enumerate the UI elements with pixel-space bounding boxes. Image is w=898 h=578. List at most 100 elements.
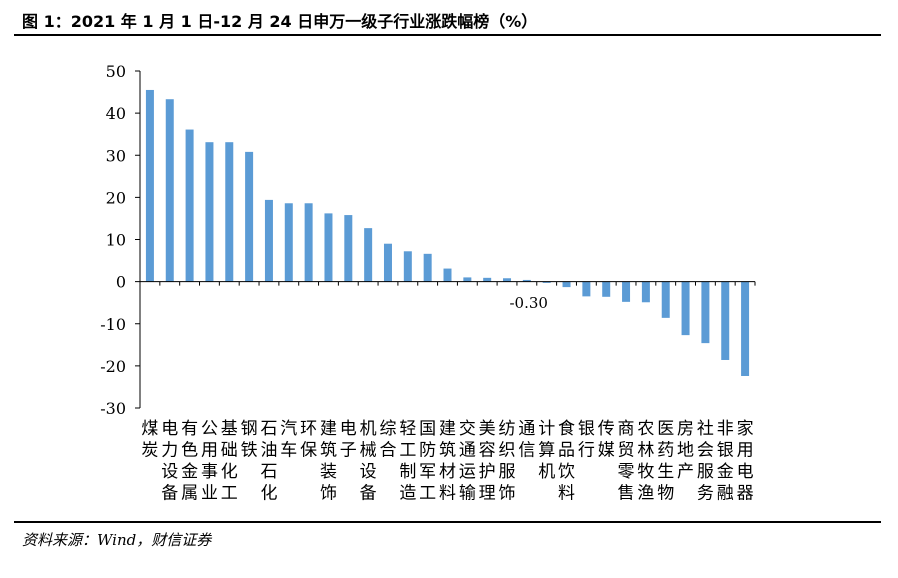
bar [582,281,591,297]
data-label: -0.30 [509,294,547,312]
x-tick-label-char: 国 [419,419,436,439]
bar [542,281,551,283]
x-tick-label-char: 子 [340,441,357,461]
x-tick-label-char: 传 [598,419,615,439]
x-tick-label-char: 础 [221,441,238,461]
x-tick-label-char: 美 [479,419,496,439]
x-tick-label-char: 保 [300,441,317,461]
x-tick-label-char: 容 [479,441,496,461]
x-axis [139,281,756,286]
x-tick-label-char: 用 [737,441,754,461]
x-tick-label: 钢铁 [241,419,258,461]
x-tick-label-char: 铁 [241,441,258,461]
x-tick-label-char: 设 [161,462,178,482]
x-tick-label: 汽车 [280,419,297,461]
bar [463,277,472,282]
x-tick-label-char: 电 [340,419,357,439]
bar [641,281,650,303]
x-tick-label-char: 物 [657,484,674,504]
x-tick-label-char: 色 [181,441,198,461]
bar [403,251,412,282]
x-tick-label-char: 公 [201,419,218,439]
bar [681,281,690,336]
x-tick-label-char: 车 [280,441,297,461]
x-tick-label-char: 装 [320,462,337,482]
x-tick-label-char: 产 [677,462,694,482]
source-note: 资料来源：Wind，财信证券 [22,531,212,549]
x-tick-label-char: 饮 [558,462,575,482]
x-tick-label-char: 建 [320,419,337,439]
x-tick-label-char: 银 [578,419,595,439]
x-tick-label-char: 牧 [637,462,654,482]
x-tick-label-char: 备 [360,484,377,504]
x-tick-label-char: 织 [499,441,516,461]
x-tick-label-char: 会 [697,441,714,461]
bar [741,281,750,376]
bar [701,281,710,344]
x-tick-label-char: 石 [260,419,277,439]
x-tick-label-char: 服 [499,462,516,482]
x-tick-label-char: 行 [578,441,595,461]
x-tick-label-char: 石 [260,462,277,482]
x-tick-label-char: 药 [657,441,674,461]
y-tick-label: 40 [106,104,126,123]
x-tick-label-char: 输 [459,484,476,504]
bar [383,243,392,282]
x-tick-label-char: 械 [360,441,377,461]
x-tick-label-char: 商 [618,419,635,439]
x-tick-label-char: 制 [399,462,416,482]
x-tick-label: 煤炭 [141,419,158,461]
bar [661,281,670,318]
x-tick-label-char: 化 [221,462,238,482]
x-tick-label-char: 渔 [637,484,654,504]
x-tick-label-char: 纺 [499,419,516,439]
x-tick-label-char: 食 [558,419,575,439]
x-tick-label-char: 合 [379,441,396,461]
x-tick-label-char: 电 [737,462,754,482]
x-tick-label-char: 事 [201,462,218,482]
x-tick-label: 计算机 [538,419,555,482]
x-tick-label-char: 设 [360,462,377,482]
bottom-rule [14,521,881,523]
bar [324,213,333,282]
x-tick-label-char: 社 [697,419,714,439]
x-tick-label-char: 务 [697,484,714,504]
x-tick-label-char: 备 [161,484,178,504]
x-tick-label-char: 机 [360,419,377,439]
x-tick-label-char: 器 [737,484,754,504]
x-tick-label-char: 通 [518,419,535,439]
bar [483,277,492,282]
x-tick-label: 房地产 [677,419,694,482]
x-tick-label-char: 工 [221,484,238,504]
y-tick-label: 50 [106,62,126,81]
x-tick-label-char: 属 [181,484,198,504]
x-tick-label-char: 银 [717,441,734,461]
x-tick-label-char: 基 [221,419,238,439]
top-rule [14,34,881,36]
bar [264,199,273,282]
x-tick-label-char: 融 [717,484,734,504]
x-tick-label-char: 造 [399,484,416,504]
x-tick-label-char: 化 [260,484,277,504]
x-tick-label-char: 炭 [141,441,158,461]
x-tick-label-char: 交 [459,419,476,439]
x-tick-label-char: 饰 [499,484,516,504]
x-tick-label-char: 油 [260,441,277,461]
annotations: -0.30 [509,294,547,312]
x-tick-label-char: 工 [399,441,416,461]
bar [205,142,214,282]
